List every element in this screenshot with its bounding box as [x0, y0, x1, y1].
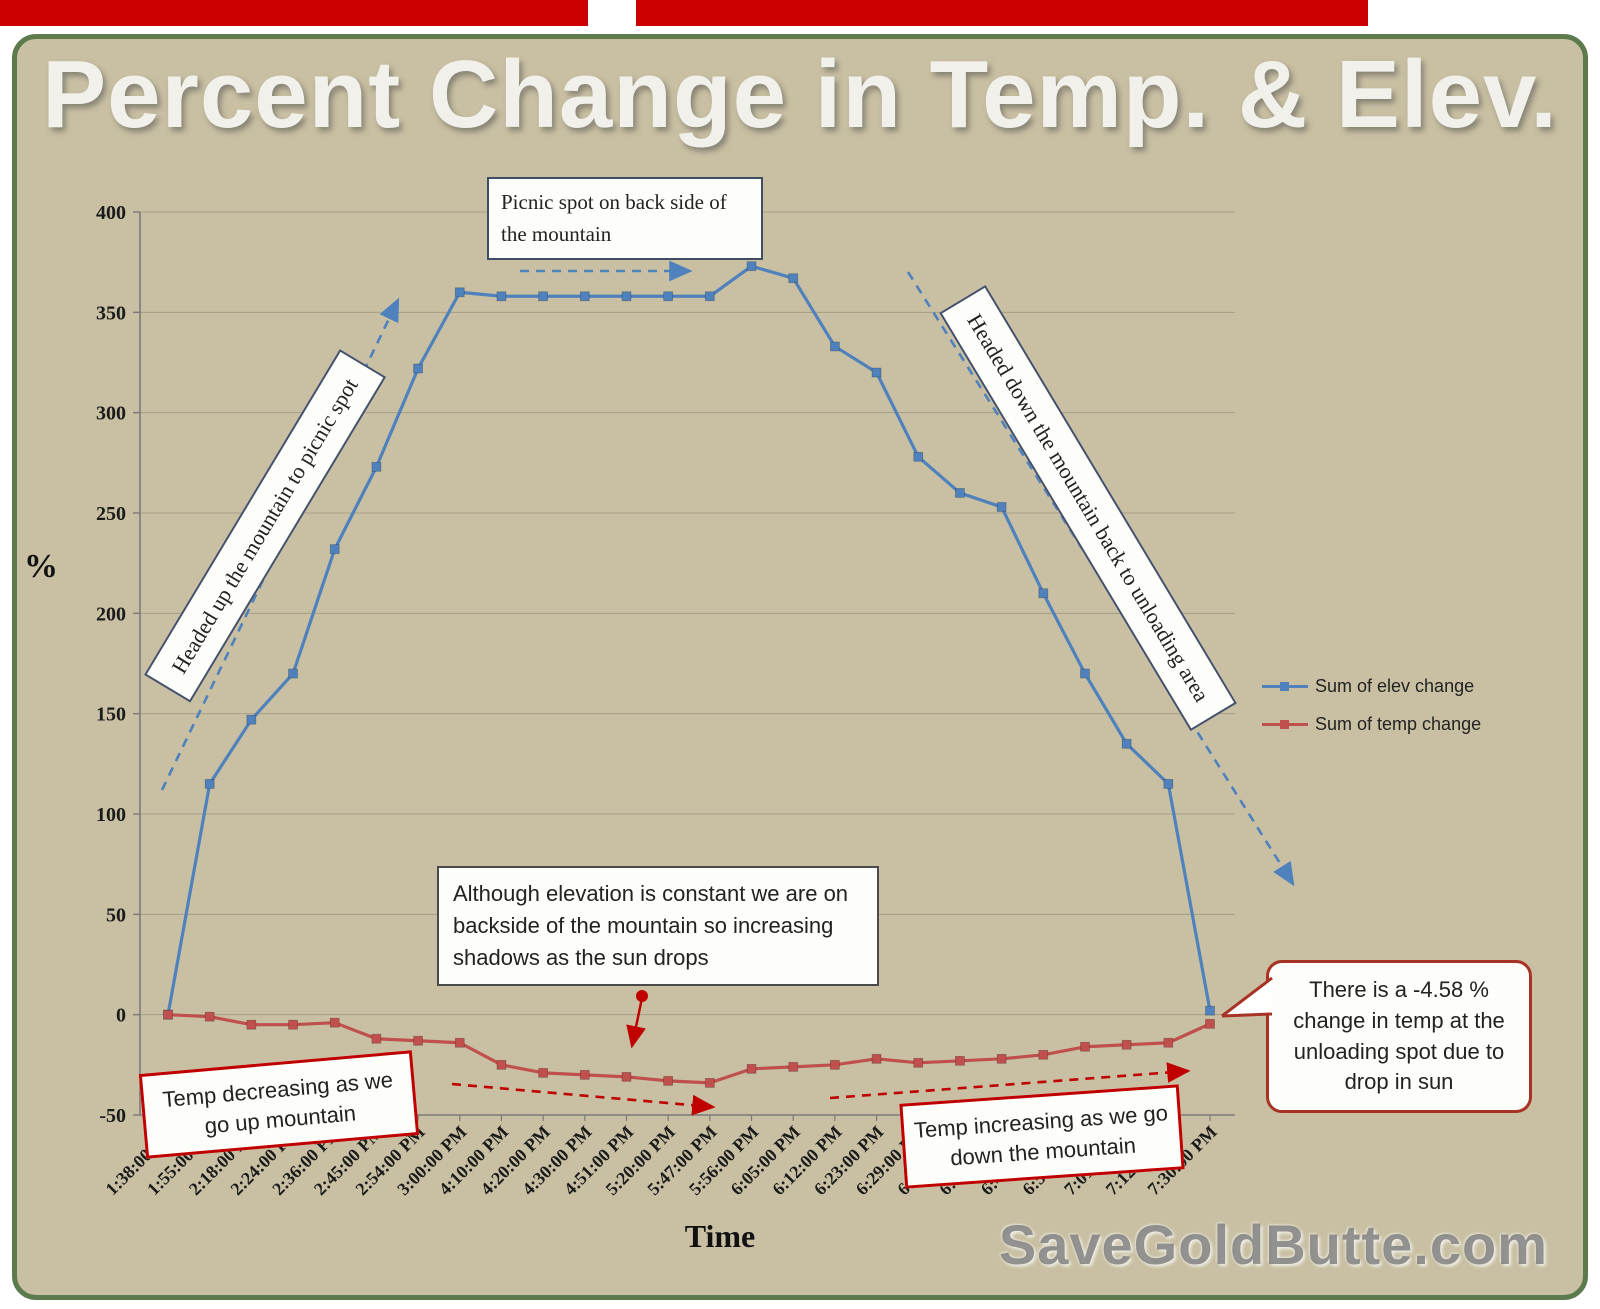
legend-label-elev: Sum of elev change	[1315, 676, 1475, 696]
svg-text:100: 100	[96, 804, 126, 826]
legend-item-elev: Sum of elev change	[1262, 676, 1481, 697]
annotation-temp-change-bubble: There is a -4.58 % change in temp at the…	[1266, 960, 1532, 1114]
y-axis-title: %	[24, 548, 58, 585]
svg-text:400: 400	[96, 202, 126, 224]
svg-text:300: 300	[96, 403, 126, 425]
annotation-constant-elevation: Although elevation is constant we are on…	[437, 866, 879, 986]
legend-swatch-elev-icon	[1262, 682, 1308, 691]
svg-text:50: 50	[106, 904, 126, 926]
svg-text:350: 350	[96, 302, 126, 324]
decorative-top-bar	[0, 0, 1600, 26]
svg-text:150: 150	[96, 704, 126, 726]
svg-text:200: 200	[96, 603, 126, 625]
legend-label-temp: Sum of temp change	[1315, 714, 1482, 734]
legend-item-temp: Sum of temp change	[1262, 714, 1481, 735]
page-title: Percent Change in Temp. & Elev.	[42, 41, 1558, 148]
annotation-picnic-spot: Picnic spot on back side of the mountain	[487, 177, 763, 260]
svg-text:-50: -50	[99, 1105, 126, 1127]
legend-swatch-temp-icon	[1262, 720, 1308, 729]
svg-text:250: 250	[96, 503, 126, 525]
watermark: SaveGoldButte.com	[998, 1213, 1548, 1276]
decorative-red-segment	[636, 0, 1368, 26]
svg-text:0: 0	[116, 1005, 126, 1027]
chart-legend: Sum of elev change Sum of temp change	[1262, 676, 1481, 752]
decorative-red-segment	[0, 0, 588, 26]
x-axis-title: Time	[684, 1218, 756, 1254]
